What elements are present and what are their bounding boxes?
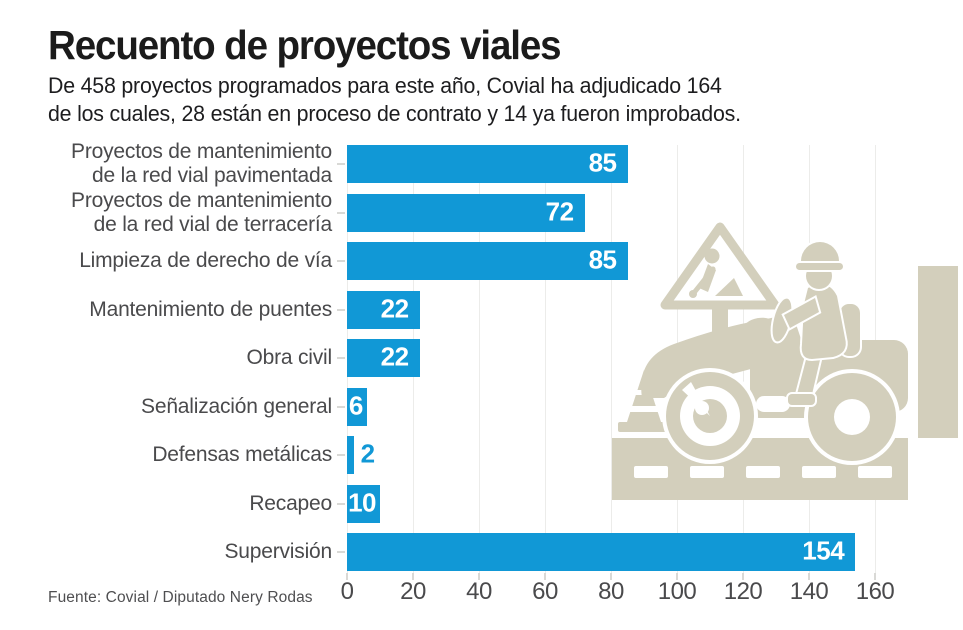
category-label: Mantenimiento de puentes [89, 297, 332, 321]
category-label: Proyectos de mantenimiento de la red vial… [71, 140, 332, 187]
axis-tick [874, 573, 876, 580]
bar-value-label: 6 [348, 389, 363, 420]
axis-tick [610, 573, 612, 580]
bar-value-label: 22 [380, 341, 409, 372]
hard-hat-brim-icon [794, 261, 845, 272]
axis-tick [544, 573, 546, 580]
bar [347, 436, 354, 474]
road-construction-illustration [612, 222, 958, 500]
axis-tick-label: 120 [723, 578, 763, 605]
x-axis: 0 20 40 60 80 100 120 140 160 [341, 573, 907, 613]
rear-wheel-icon [808, 373, 896, 461]
gridline [545, 145, 546, 573]
category-label: Proyectos de mantenimiento de la red vial… [71, 188, 332, 236]
bar [347, 484, 380, 523]
driver-icon [770, 240, 848, 407]
bar [347, 387, 367, 426]
bar [347, 290, 420, 329]
bar-value-label: 85 [588, 244, 617, 275]
axis-tick [808, 573, 810, 580]
source-note: Fuente: Covial / Diputado Nery Rodas [48, 589, 313, 606]
axis-tick [742, 573, 744, 580]
bar-value-label: 154 [802, 535, 845, 566]
front-drum-icon [666, 372, 754, 460]
axis-tick [346, 573, 348, 580]
row-tick [337, 260, 345, 262]
bar [347, 533, 856, 571]
row-tick [337, 502, 345, 505]
axis-tick-label: 40 [466, 578, 492, 605]
axis-tick-label: 100 [657, 578, 697, 605]
category-label: Obra civil [246, 346, 332, 369]
row-tick [337, 211, 345, 214]
axis-tick-label: 20 [400, 578, 426, 605]
category-labels: Proyectos de mantenimiento de la red vial… [0, 140, 332, 573]
exhaust-stack-icon [918, 266, 958, 438]
subtitle-line-2: de los cuales, 28 están en proceso de co… [48, 101, 741, 126]
row-tick [337, 357, 345, 359]
row-tick [337, 405, 345, 408]
axis-tick-label: 80 [598, 578, 624, 605]
bar [347, 193, 585, 232]
category-label: Supervisión [224, 540, 332, 563]
subtitle-line-1: De 458 proyectos programados para este a… [48, 73, 722, 98]
row-tick [337, 163, 345, 165]
bar-value-label: 85 [588, 147, 617, 178]
category-label: Defensas metálicas [152, 443, 332, 466]
gridline [611, 145, 612, 573]
bar [347, 145, 628, 183]
page-title: Recuento de proyectos viales [48, 22, 562, 68]
axis-tick-label: 0 [340, 578, 354, 605]
axis-tick [676, 573, 678, 580]
category-label: Limpieza de derecho de vía [79, 249, 332, 272]
gridline [479, 145, 480, 573]
row-tick [337, 308, 345, 311]
bar-value-label: 10 [348, 486, 376, 517]
bar-value-label: 2 [360, 438, 375, 469]
row-tick [337, 454, 345, 456]
axis-tick [478, 573, 480, 580]
worker-digging-icon [689, 248, 743, 298]
axis-tick [412, 573, 414, 580]
row-tick [337, 551, 345, 553]
bar [347, 242, 628, 280]
category-label: Señalización general [141, 394, 332, 418]
axis-tick-label: 160 [855, 578, 895, 605]
hard-hat-icon [799, 240, 841, 268]
bar-value-label: 72 [545, 195, 574, 226]
category-label: Recapeo [249, 491, 332, 515]
plot-area: 85 72 85 22 22 6 2 10 154 [337, 145, 887, 573]
axis-tick-label: 60 [532, 578, 558, 605]
bar-value-label: 22 [380, 292, 409, 323]
axis-tick-label: 140 [789, 578, 829, 605]
bar [347, 339, 420, 377]
